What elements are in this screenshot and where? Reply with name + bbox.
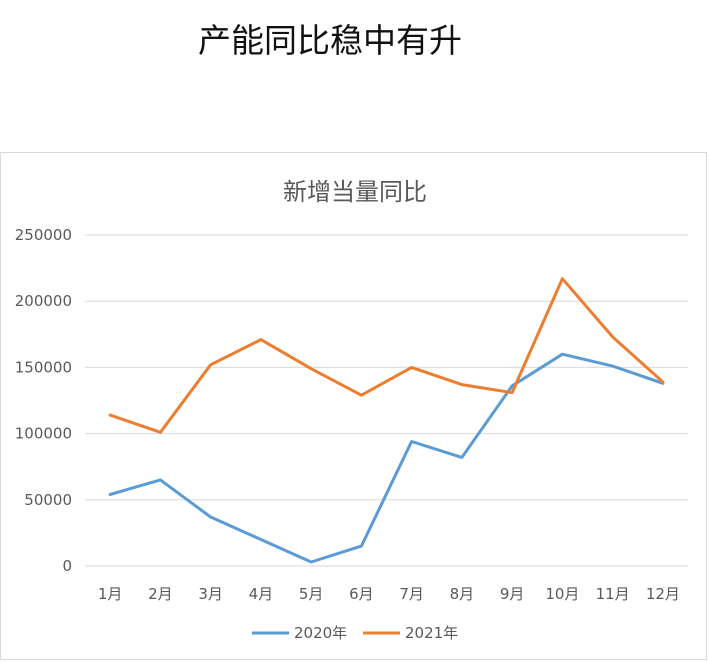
y-tick-label: 50000 [24,491,72,509]
legend-label: 2021年 [405,624,458,642]
x-tick-label: 5月 [299,585,324,603]
series-line-1 [108,352,665,564]
x-tick-label: 4月 [249,585,274,603]
page-headline: 产能同比稳中有升 [198,21,462,60]
y-tick-label: 200000 [15,292,72,310]
series-line-2 [108,277,665,434]
x-tick-label: 2月 [148,585,173,603]
y-tick-label: 150000 [15,358,72,376]
series-lines [108,277,665,564]
chart-title: 新增当量同比 [283,178,427,206]
y-tick-label: 100000 [15,425,72,443]
x-tick-label: 1月 [98,585,123,603]
legend-label: 2020年 [294,624,347,642]
x-tick-label: 3月 [198,585,223,603]
x-tick-label: 9月 [500,585,525,603]
x-tick-label: 7月 [399,585,424,603]
y-tick-label: 0 [62,557,72,575]
y-tick-label: 250000 [15,226,72,244]
gridlines [85,234,688,567]
y-axis-ticks: 0 50000 100000 150000 200000 250000 [15,226,72,575]
x-tick-label: 11月 [596,585,630,603]
x-tick-label: 10月 [545,585,579,603]
x-tick-label: 8月 [450,585,475,603]
x-axis-ticks: 1月 2月 3月 4月 5月 6月 7月 8月 9月 10月 11月 12月 [98,585,680,603]
x-tick-label: 12月 [646,585,680,603]
legend: 2020年 2021年 [252,624,458,642]
x-tick-label: 6月 [349,585,374,603]
chart-container [0,152,707,660]
